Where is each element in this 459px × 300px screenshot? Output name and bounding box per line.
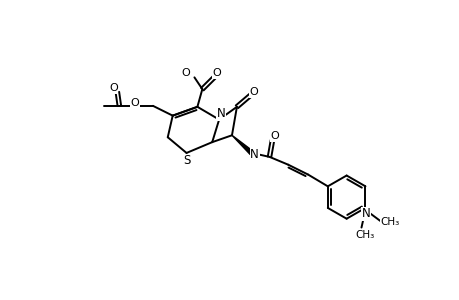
Text: N: N: [250, 148, 258, 161]
Text: N: N: [361, 207, 370, 220]
Text: O: O: [130, 98, 139, 108]
Text: CH₃: CH₃: [355, 230, 374, 240]
Text: O: O: [181, 68, 190, 78]
Text: O: O: [109, 83, 118, 93]
Text: O: O: [269, 131, 278, 141]
Polygon shape: [231, 135, 252, 154]
Text: N: N: [216, 107, 225, 120]
Text: CH₃: CH₃: [380, 217, 399, 226]
Text: S: S: [182, 154, 190, 167]
Text: O: O: [249, 87, 257, 97]
Text: O: O: [213, 68, 221, 78]
